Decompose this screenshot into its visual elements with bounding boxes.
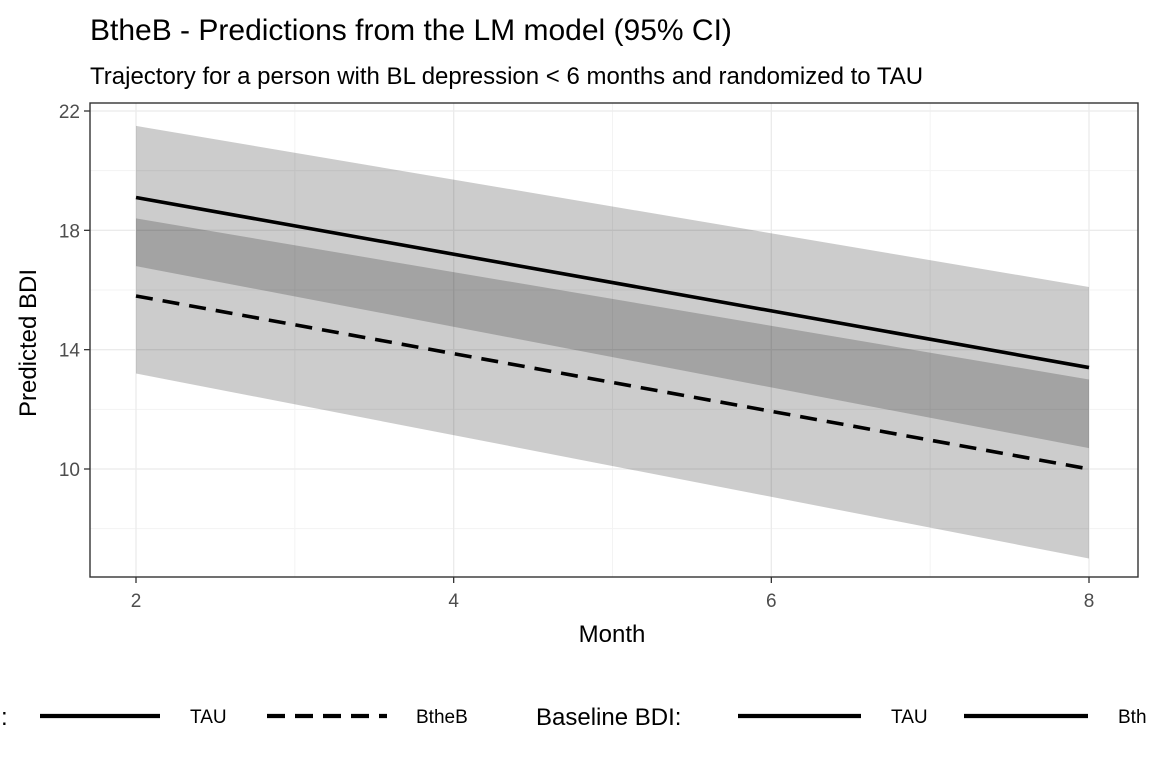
y-axis-title: Predicted BDI bbox=[15, 269, 42, 417]
legend-label: BtheB bbox=[416, 707, 468, 728]
y-tick-label: 18 bbox=[59, 221, 80, 242]
x-tick-label: 8 bbox=[1084, 591, 1095, 612]
chart-title: BtheB - Predictions from the LM model (9… bbox=[90, 14, 732, 47]
ci-ribbon-dashed bbox=[136, 218, 1089, 559]
legend: : TAU BtheB Baseline BDI: TAU Bth bbox=[1, 704, 1147, 731]
legend-label: TAU bbox=[190, 707, 227, 728]
x-tick-label: 2 bbox=[131, 591, 142, 612]
legend-title: : bbox=[1, 704, 8, 731]
legend-label: Bth bbox=[1118, 707, 1147, 728]
x-tick-label: 4 bbox=[448, 591, 459, 612]
series-line-solid bbox=[135, 195, 1090, 370]
ci-ribbon-solid bbox=[136, 125, 1089, 449]
x-axis-title: Month bbox=[579, 621, 646, 648]
legend-label: TAU bbox=[891, 707, 928, 728]
legend-title: Baseline BDI: bbox=[536, 704, 681, 731]
y-tick-label: 14 bbox=[59, 341, 81, 362]
y-tick-label: 10 bbox=[59, 460, 80, 481]
panel-border bbox=[89, 102, 1139, 578]
chart-subtitle: Trajectory for a person with BL depressi… bbox=[90, 63, 923, 90]
plot-panel: 2 4 6 8 10 14 18 22 bbox=[59, 102, 1139, 612]
x-tick-label: 6 bbox=[766, 591, 777, 612]
y-tick-label: 22 bbox=[59, 102, 80, 123]
panel-background bbox=[90, 103, 1138, 577]
